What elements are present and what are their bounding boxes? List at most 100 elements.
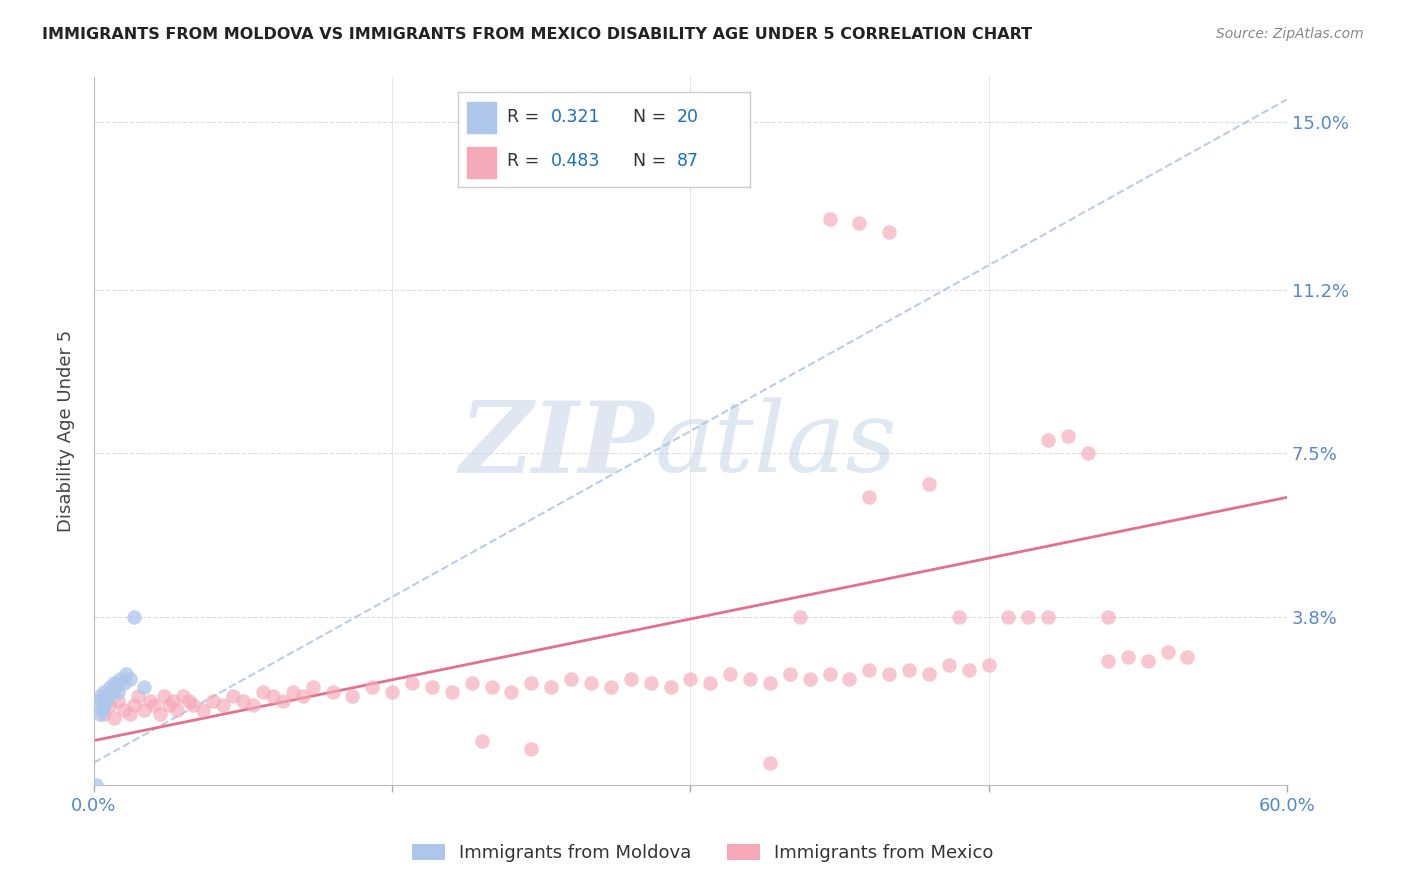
Point (104, 681, 127, 695)
Point (301, 681, 323, 695)
Point (90, 703, 112, 717)
Point (138, 694, 160, 708)
Point (599, 681, 621, 695)
Point (918, 667, 941, 681)
Point (142, 698, 165, 713)
Point (877, 225, 900, 239)
Point (94, 694, 117, 708)
Legend: Immigrants from Moldova, Immigrants from Mexico: Immigrants from Moldova, Immigrants from… (405, 837, 1001, 870)
Point (620, 672, 643, 686)
Point (1177, 649, 1199, 664)
Point (1116, 649, 1139, 664)
Point (122, 698, 145, 713)
Point (520, 676, 543, 690)
Point (420, 681, 443, 695)
Point (997, 609, 1019, 624)
Point (957, 663, 980, 677)
Point (471, 733, 494, 747)
Point (98, 698, 121, 713)
Point (838, 672, 860, 686)
Point (579, 676, 602, 690)
Point (159, 698, 181, 713)
Point (202, 694, 225, 708)
Point (1156, 645, 1178, 659)
Point (212, 698, 235, 713)
Point (193, 703, 215, 717)
Point (759, 756, 782, 770)
Point (818, 211, 841, 226)
Point (183, 698, 205, 713)
Point (679, 672, 702, 686)
Point (162, 694, 184, 708)
Point (107, 694, 129, 708)
Point (1038, 609, 1060, 624)
Point (738, 672, 761, 686)
Point (118, 672, 141, 686)
Point (1017, 609, 1039, 624)
Point (103, 711, 125, 725)
Point (89, 706, 111, 721)
Point (148, 706, 170, 721)
Point (659, 681, 682, 695)
Point (172, 690, 194, 704)
Point (789, 609, 811, 624)
Point (560, 672, 582, 686)
Point (460, 676, 482, 690)
Point (640, 676, 662, 690)
Point (166, 703, 188, 717)
Point (918, 477, 941, 491)
Point (232, 694, 254, 708)
Point (1077, 446, 1099, 460)
Point (152, 690, 174, 704)
Point (440, 685, 463, 699)
Y-axis label: Disability Age Under 5: Disability Age Under 5 (58, 330, 75, 533)
Point (103, 676, 125, 690)
Point (520, 742, 543, 756)
Point (1097, 609, 1119, 624)
Point (858, 663, 880, 677)
Point (87, 694, 110, 708)
Text: atlas: atlas (655, 398, 897, 493)
Point (84, 778, 107, 792)
Point (107, 685, 129, 699)
Point (132, 703, 155, 717)
Point (127, 690, 149, 704)
Point (321, 685, 343, 699)
Point (93, 698, 115, 713)
Point (98, 681, 121, 695)
Point (93, 685, 115, 699)
Point (1136, 654, 1159, 668)
Text: IMMIGRANTS FROM MOLDOVA VS IMMIGRANTS FROM MEXICO DISABILITY AGE UNDER 5 CORRELA: IMMIGRANTS FROM MOLDOVA VS IMMIGRANTS FR… (42, 27, 1032, 42)
Point (291, 690, 314, 704)
Point (699, 676, 721, 690)
Point (540, 681, 562, 695)
Point (271, 694, 294, 708)
Point (112, 676, 135, 690)
Text: Source: ZipAtlas.com: Source: ZipAtlas.com (1216, 27, 1364, 41)
Point (108, 672, 131, 686)
Point (242, 698, 264, 713)
Text: ZIP: ZIP (460, 397, 655, 493)
Point (132, 681, 155, 695)
Point (101, 685, 124, 699)
Point (89, 690, 111, 704)
Point (779, 667, 801, 681)
Point (114, 667, 136, 681)
Point (1097, 654, 1119, 668)
Point (848, 216, 870, 230)
Point (799, 672, 821, 686)
Point (718, 667, 741, 681)
Point (262, 690, 284, 704)
Point (858, 491, 880, 505)
Point (361, 681, 384, 695)
Point (93, 706, 115, 721)
Point (122, 609, 145, 624)
Point (252, 685, 274, 699)
Point (1038, 433, 1060, 447)
Point (401, 676, 423, 690)
Point (381, 685, 404, 699)
Point (501, 685, 523, 699)
Point (877, 667, 900, 681)
Point (112, 703, 135, 717)
Point (222, 690, 245, 704)
